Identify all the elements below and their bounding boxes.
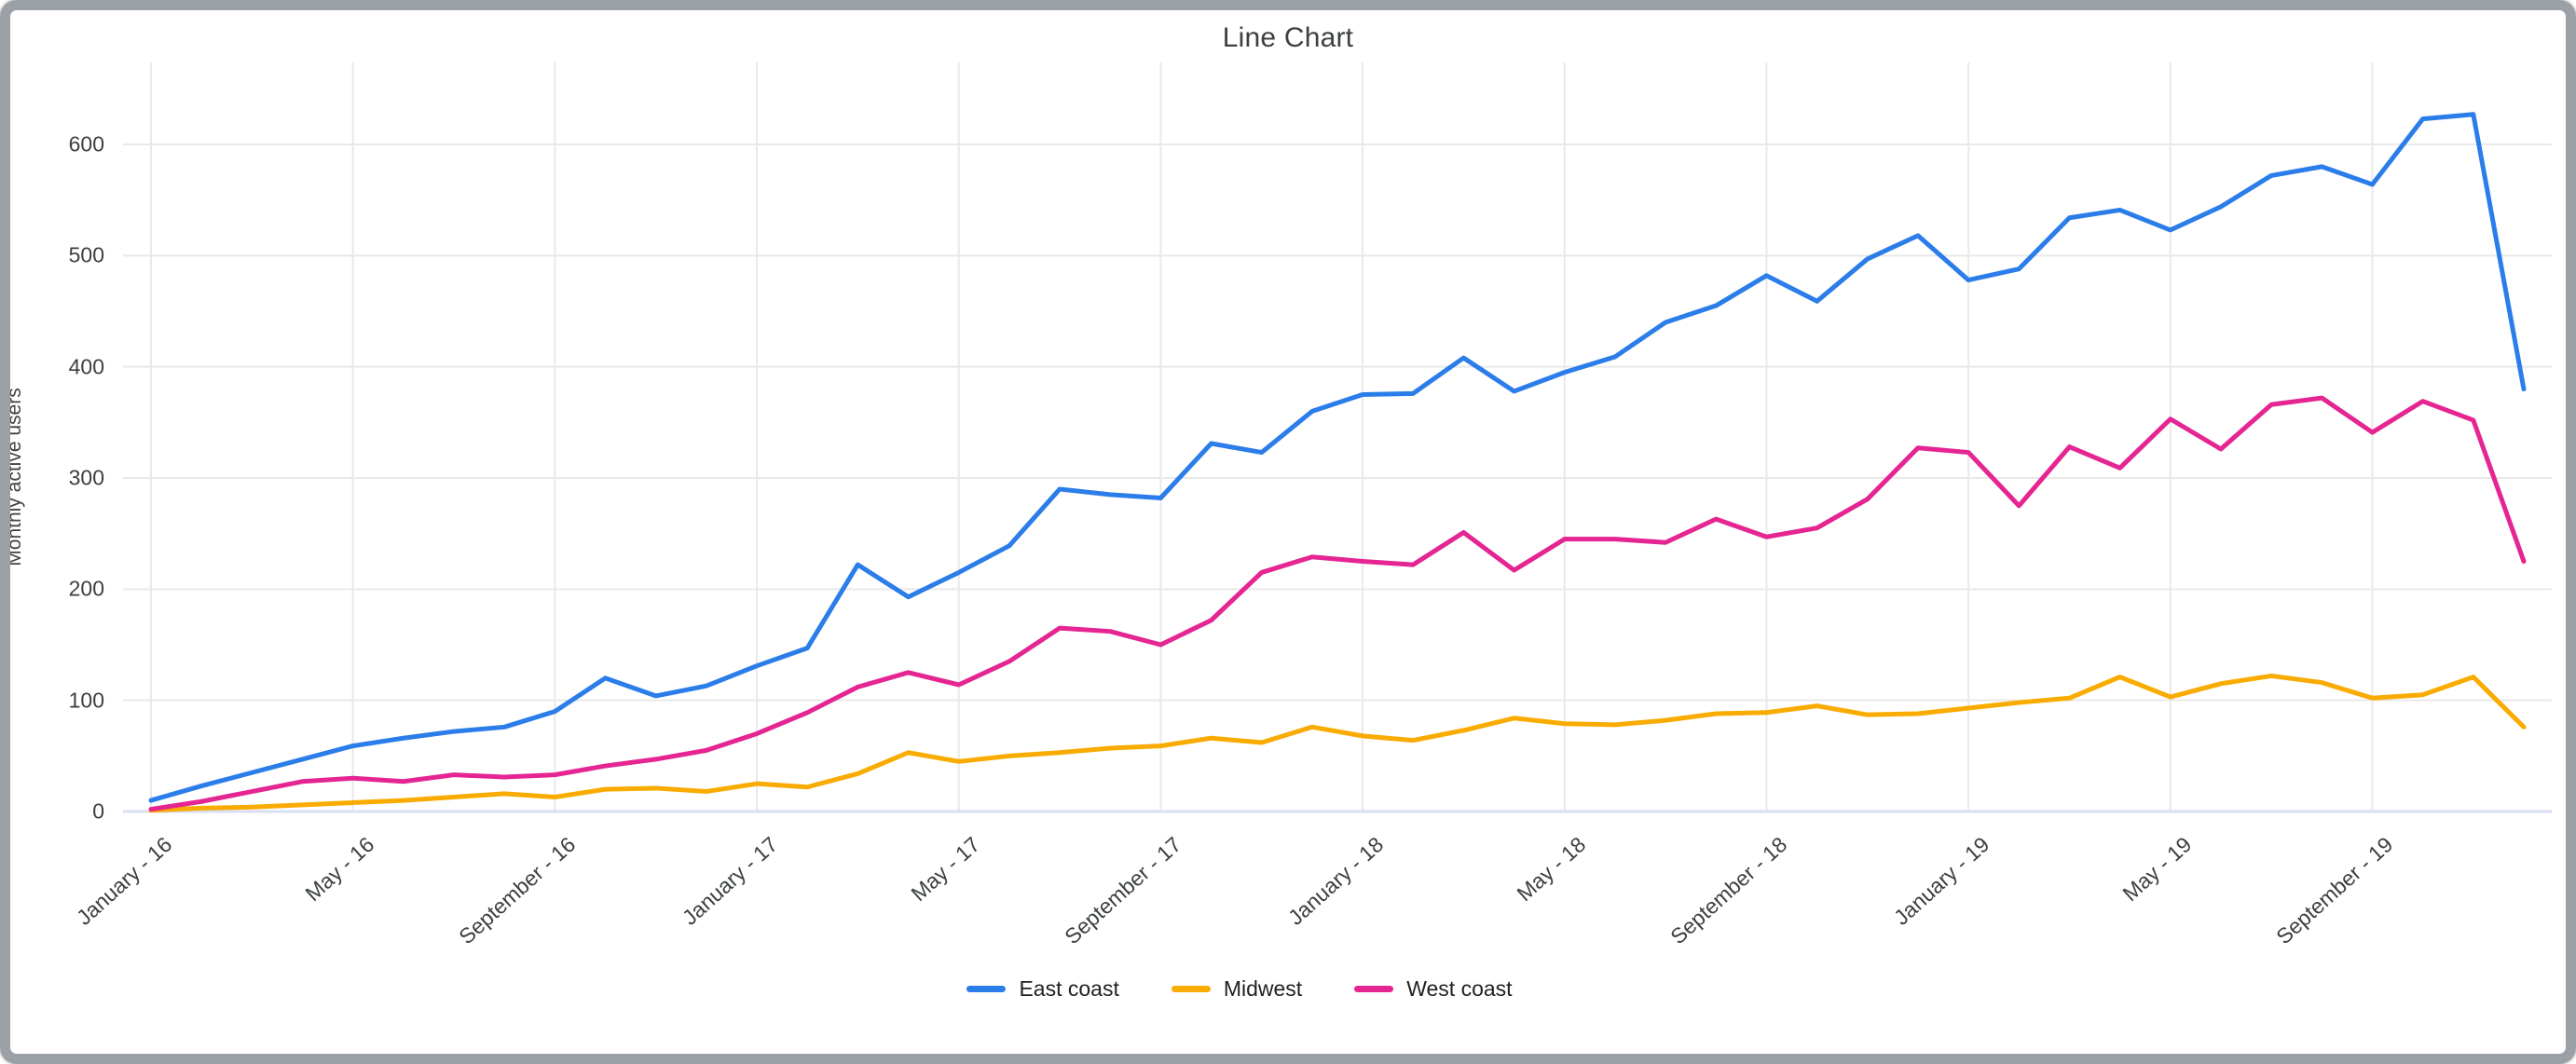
legend-item-west-coast: West coast <box>1354 976 1513 1002</box>
chart-title: Line Chart <box>1222 22 1354 53</box>
legend-label: Midwest <box>1223 976 1303 1001</box>
series-line-midwest <box>148 673 2527 813</box>
series-line-east-coast <box>148 112 2527 803</box>
y-tick-label: 400 <box>68 354 104 379</box>
midwest-line-swatch <box>1171 986 1211 992</box>
y-axis-title: Monthly active users <box>4 388 25 566</box>
y-tick-label: 600 <box>68 131 104 157</box>
east-coast-line-swatch <box>966 986 1007 992</box>
legend-label: West coast <box>1406 976 1513 1001</box>
y-tick-label: 300 <box>68 465 104 490</box>
y-tick-label: 100 <box>68 688 104 713</box>
legend-label: East coast <box>1019 976 1119 1001</box>
y-tick-label: 500 <box>68 242 104 267</box>
y-tick-label: 200 <box>68 576 104 601</box>
legend: East coast Midwest West coast <box>0 976 2528 1002</box>
y-tick-label: 0 <box>92 798 104 824</box>
legend-item-east-coast: East coast <box>966 976 1119 1002</box>
west-coast-line-swatch <box>1354 986 1394 992</box>
series-line-west-coast <box>148 395 2527 812</box>
legend-item-midwest: Midwest <box>1171 976 1303 1002</box>
